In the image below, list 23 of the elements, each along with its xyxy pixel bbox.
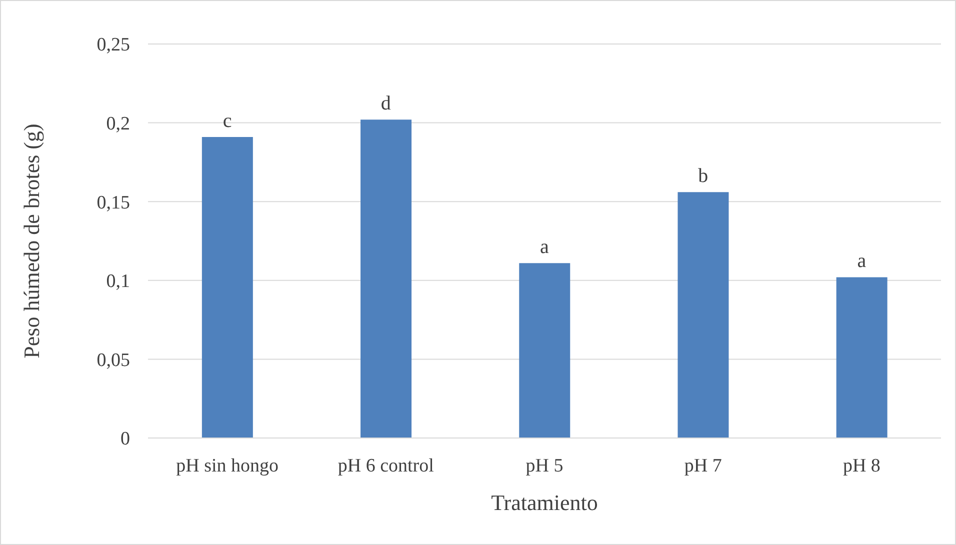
- x-tick-label: pH sin hongo: [176, 455, 279, 476]
- y-tick-label: 0,25: [96, 34, 130, 56]
- y-tick-label: 0,1: [106, 271, 130, 292]
- x-axis-title: Tratamiento: [491, 490, 598, 515]
- y-tick-label: 0: [120, 428, 130, 450]
- bar: [519, 263, 570, 438]
- bar: [202, 136, 253, 438]
- annotation: a: [540, 236, 550, 258]
- bar: [836, 277, 888, 438]
- x-tick-label: pH 6 control: [338, 455, 434, 476]
- annotation: b: [698, 165, 708, 188]
- bar: [678, 192, 729, 438]
- y-tick-label: 0,15: [96, 192, 130, 214]
- y-tick-label: 0,2: [106, 114, 130, 135]
- y-axis-title: Peso húmedo de brotes (g): [18, 124, 44, 358]
- x-tick-label: pH 5: [526, 455, 564, 476]
- annotation: a: [857, 250, 866, 272]
- x-tick-label: pH 8: [842, 455, 880, 476]
- bar: [360, 120, 412, 438]
- annotation: d: [380, 92, 391, 115]
- x-tick-label: pH 7: [684, 455, 722, 476]
- annotation: c: [222, 110, 232, 132]
- y-tick-label: 0,05: [96, 350, 130, 371]
